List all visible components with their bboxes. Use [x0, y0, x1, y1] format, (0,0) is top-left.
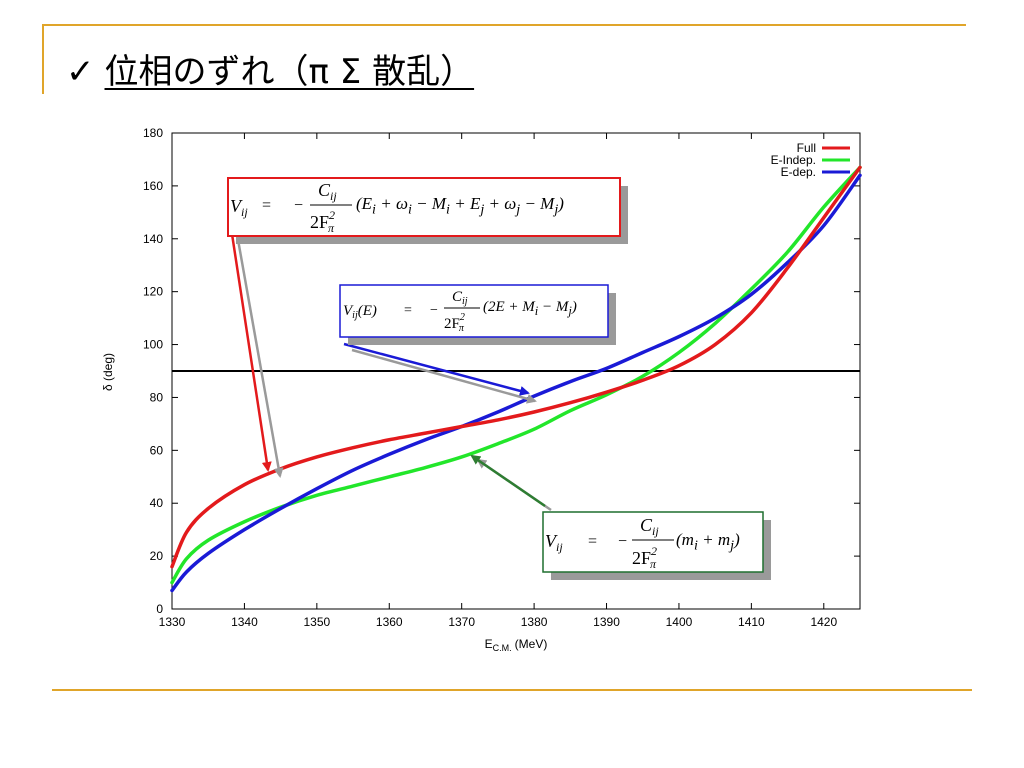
- edep-annotation-box: [339, 284, 609, 338]
- x-tick-label: 1330: [159, 615, 186, 629]
- check-mark-icon: ✓: [66, 52, 95, 92]
- eindep-eq-denominator: 2F2 π: [632, 544, 657, 571]
- y-tick-label: 100: [143, 338, 163, 352]
- edep-eq-body-text: (2E + Mi − Mj): [483, 299, 577, 318]
- x-tick-label: 1340: [231, 615, 258, 629]
- y-tick-label: 40: [150, 496, 164, 510]
- x-tick-label: 1360: [376, 615, 403, 629]
- chart-axes: 1330 1340 1350 1360 1370 1380 1390 1400 1410 1420…: [143, 126, 861, 629]
- top-divider-line: [42, 24, 966, 26]
- series-line-full: [170, 165, 862, 569]
- legend-label: Full: [797, 141, 816, 155]
- eindep-annotation-box: [542, 511, 764, 573]
- full-annotation-arrow: [230, 233, 272, 472]
- y-axis-label: δ (deg): [101, 353, 115, 391]
- x-tick-label: 1400: [666, 615, 693, 629]
- full-annotation-box: [227, 177, 621, 237]
- eindep-equation: Vij = − Cij 2F2 π (mi + mj): [545, 515, 740, 571]
- y-tick-label: 180: [143, 126, 163, 140]
- y-tick-label: 80: [150, 390, 164, 404]
- eindep-eq-minus: −: [618, 533, 627, 550]
- full-eq-numerator: Cij: [318, 180, 337, 203]
- x-tick-label: 1370: [448, 615, 475, 629]
- full-eq-body: (Ei + ωi − Mi + Ej + ωj − Mj): [356, 194, 564, 218]
- full-eq-equals: =: [262, 197, 271, 214]
- legend-label: E-Indep.: [771, 153, 816, 167]
- eindep-eq-numerator: Cij: [640, 515, 659, 538]
- eindep-eq-lhs: Vij: [545, 531, 563, 554]
- y-tick-label: 160: [143, 179, 163, 193]
- edep-eq-body: (2E + Mi − Mj): [483, 299, 577, 318]
- eindep-eq-equals: =: [588, 533, 597, 550]
- x-tick-label: 1390: [593, 615, 620, 629]
- edep-equation: Vij(E) = − Cij 2F2 π (2E + Mi − Mj): [343, 289, 577, 334]
- full-equation: Vij = − Cij 2F2 π (Ei + ωi − Mi + Ej + ωj…: [230, 180, 564, 235]
- y-tick-label: 60: [150, 443, 164, 457]
- edep-eq-denominator: 2F2 π: [444, 312, 465, 334]
- edep-eq-equals: =: [404, 303, 412, 318]
- eindep-eq-body-text: (mi + mj): [676, 530, 740, 554]
- slide-title: ✓ 位相のずれ（π Σ 散乱）: [66, 44, 474, 93]
- left-accent-line: [42, 24, 44, 94]
- eindep-eq-body: (mi + mj): [676, 530, 740, 554]
- chart-series: [170, 165, 862, 593]
- full-eq-lhs: Vij: [230, 196, 248, 219]
- series-line-e-dep: [170, 173, 862, 593]
- edep-annotation-arrow: [343, 342, 530, 396]
- edep-annotation-shadow-arrow: [351, 348, 537, 404]
- x-axis-label: EC.M. (MeV): [485, 637, 548, 653]
- edep-eq-lhs: Vij(E): [343, 303, 377, 321]
- eindep-annotation-arrow: [470, 454, 546, 508]
- x-tick-label: 1350: [303, 615, 330, 629]
- x-tick-label: 1420: [810, 615, 837, 629]
- y-tick-label: 20: [150, 549, 164, 563]
- x-tick-label: 1380: [521, 615, 548, 629]
- x-tick-label: 1410: [738, 615, 765, 629]
- slide-title-text: 位相のずれ（π Σ 散乱）: [104, 52, 475, 92]
- edep-eq-minus: −: [430, 303, 438, 318]
- legend-label: E-dep.: [781, 165, 816, 179]
- edep-eq-numerator: Cij: [452, 289, 468, 307]
- full-eq-minus: −: [294, 197, 303, 214]
- y-tick-label: 120: [143, 285, 163, 299]
- full-eq-body-text: (Ei + ωi − Mi + Ej + ωj − Mj): [356, 194, 564, 218]
- series-line-e-indep: [170, 165, 862, 585]
- y-tick-label: 140: [143, 232, 163, 246]
- full-annotation-shadow-arrow: [235, 233, 284, 478]
- bottom-divider-line: [52, 689, 972, 691]
- full-eq-denominator: 2F2 π: [310, 208, 335, 235]
- y-tick-label: 0: [156, 602, 163, 616]
